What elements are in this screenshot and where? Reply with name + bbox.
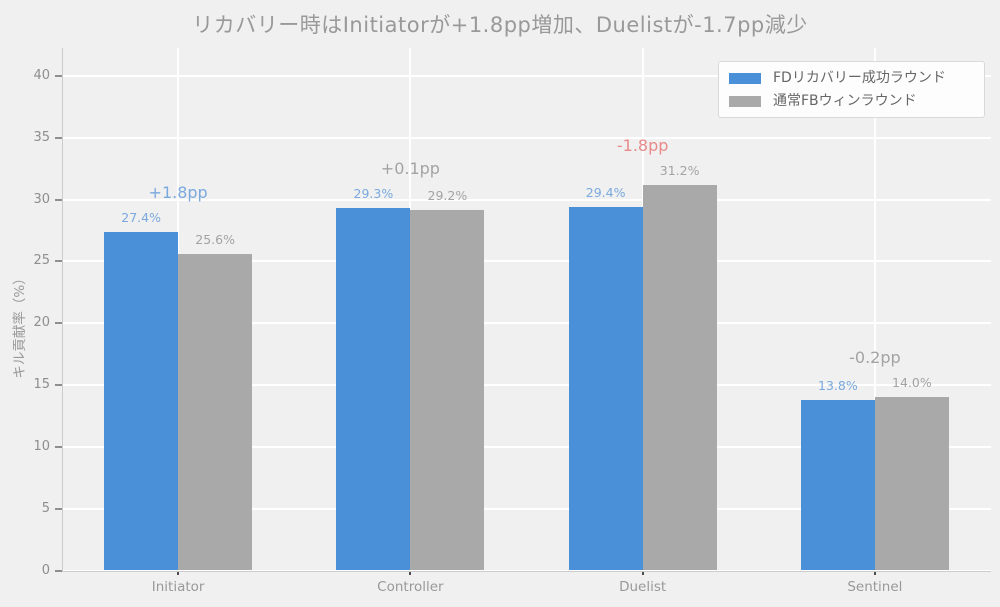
y-tick-label: 35	[33, 129, 50, 145]
bar-sentinel-normal	[874, 397, 949, 571]
value-label: 27.4%	[121, 209, 161, 225]
y-tick-label: 40	[33, 68, 50, 83]
y-tick-label: 15	[33, 377, 50, 393]
value-label: 29.2%	[427, 187, 468, 203]
gridline-vertical	[873, 48, 876, 571]
bar-initiator-recovery	[104, 231, 179, 571]
gridline-horizontal	[62, 384, 991, 387]
x-tick-label: Initiator	[151, 578, 205, 595]
bar-controller-normal	[410, 209, 485, 571]
diff-label: +0.1pp	[380, 159, 440, 179]
y-tick-mark	[55, 384, 62, 387]
x-tick-label: Duelist	[619, 578, 667, 595]
y-tick-label: 0	[41, 562, 50, 578]
bottom-spine	[62, 570, 991, 572]
gridline-horizontal	[62, 507, 991, 510]
value-label: 13.8%	[818, 377, 858, 393]
value-label: 25.6%	[195, 232, 235, 248]
y-tick-label: 5	[41, 500, 50, 516]
x-tick-label: Sentinel	[847, 578, 903, 595]
legend: FDリカバリー成功ラウンド 通常FBウィンラウンド	[718, 61, 985, 118]
diff-label: -0.2pp	[849, 348, 901, 368]
gridline-horizontal	[62, 75, 991, 77]
x-tick-mark	[641, 571, 644, 575]
chart-title: リカバリー時はInitiatorが+1.8pp増加、Duelistが-1.7pp…	[192, 13, 808, 37]
bar-duelist-normal	[642, 184, 717, 571]
x-tick-label: Controller	[377, 578, 444, 595]
gridline-horizontal	[62, 136, 991, 139]
value-label: 31.2%	[659, 162, 700, 178]
y-tick-mark	[55, 75, 62, 77]
value-label: 29.3%	[353, 186, 394, 202]
y-tick-mark	[55, 445, 62, 448]
left-spine	[62, 48, 63, 572]
legend-label-normal-fb: 通常FBウィンラウンド	[773, 93, 917, 109]
gridline-horizontal	[62, 260, 991, 263]
y-tick-label: 30	[33, 191, 50, 207]
y-tick-mark	[55, 198, 62, 201]
bar-initiator-normal	[178, 254, 253, 571]
bar-sentinel-recovery	[800, 399, 875, 571]
y-tick-label: 25	[33, 253, 50, 269]
legend-item-normal-fb: 通常FBウィンラウンド	[729, 92, 974, 110]
legend-label-fd-recovery: FDリカバリー成功ラウンド	[773, 70, 946, 86]
legend-item-fd-recovery: FDリカバリー成功ラウンド	[729, 69, 974, 87]
y-tick-mark	[55, 260, 62, 263]
y-tick-mark	[55, 322, 62, 325]
x-tick-mark	[873, 571, 876, 575]
y-tick-mark	[55, 507, 62, 510]
value-label: 29.4%	[585, 185, 626, 201]
legend-swatch-blue	[729, 72, 761, 84]
y-tick-mark	[55, 136, 62, 139]
x-tick-mark	[177, 571, 180, 575]
bar-duelist-recovery	[568, 207, 643, 571]
gridline-horizontal	[62, 445, 991, 448]
value-label: 14.0%	[892, 375, 932, 391]
y-tick-label: 10	[33, 438, 50, 454]
y-tick-label: 20	[33, 315, 50, 331]
diff-label: +1.8pp	[148, 182, 208, 202]
gridline-horizontal	[62, 198, 991, 201]
y-tick-mark	[55, 569, 62, 572]
x-tick-mark	[409, 571, 412, 575]
legend-swatch-gray	[729, 95, 761, 107]
bar-controller-recovery	[336, 208, 411, 571]
diff-label: -1.8pp	[616, 135, 669, 155]
gridline-horizontal	[62, 322, 991, 325]
